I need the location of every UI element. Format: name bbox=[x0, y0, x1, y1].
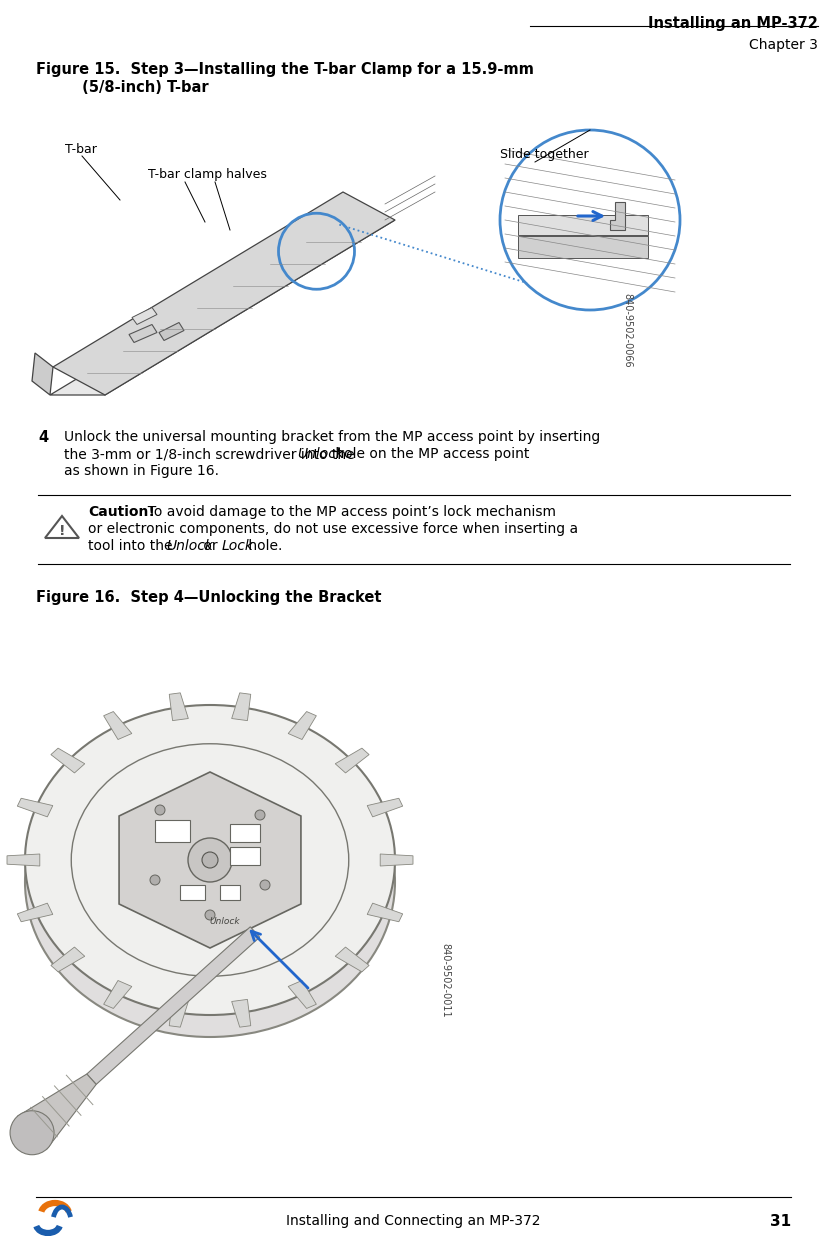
Text: Lock: Lock bbox=[222, 539, 253, 552]
Polygon shape bbox=[51, 947, 84, 971]
Circle shape bbox=[255, 810, 265, 819]
Circle shape bbox=[260, 880, 270, 890]
Text: To avoid damage to the MP access point’s lock mechanism: To avoid damage to the MP access point’s… bbox=[139, 506, 556, 519]
Polygon shape bbox=[610, 201, 625, 230]
Text: Unlock the universal mounting bracket from the MP access point by inserting: Unlock the universal mounting bracket fr… bbox=[64, 430, 600, 444]
Text: Unlock: Unlock bbox=[298, 447, 344, 461]
Polygon shape bbox=[32, 353, 53, 396]
Text: T-bar clamp halves: T-bar clamp halves bbox=[148, 168, 267, 180]
FancyBboxPatch shape bbox=[230, 847, 260, 865]
Text: Figure 16.  Step 4—Unlocking the Bracket: Figure 16. Step 4—Unlocking the Bracket bbox=[36, 590, 381, 604]
FancyBboxPatch shape bbox=[518, 197, 648, 215]
Ellipse shape bbox=[25, 727, 395, 1037]
Polygon shape bbox=[103, 712, 131, 739]
Polygon shape bbox=[17, 1074, 96, 1149]
Polygon shape bbox=[103, 980, 131, 1009]
Text: Slide together: Slide together bbox=[500, 148, 589, 161]
Text: 4: 4 bbox=[38, 430, 48, 445]
FancyBboxPatch shape bbox=[518, 236, 648, 258]
Text: Installing an MP-372: Installing an MP-372 bbox=[648, 16, 818, 31]
Polygon shape bbox=[367, 798, 403, 817]
Text: as shown in Figure 16.: as shown in Figure 16. bbox=[64, 464, 219, 478]
Polygon shape bbox=[288, 980, 317, 1009]
Polygon shape bbox=[17, 798, 53, 817]
Circle shape bbox=[202, 852, 218, 868]
FancyBboxPatch shape bbox=[180, 885, 205, 900]
Polygon shape bbox=[335, 748, 369, 772]
Text: Figure 15.  Step 3—Installing the T-bar Clamp for a 15.9-mm: Figure 15. Step 3—Installing the T-bar C… bbox=[36, 62, 534, 77]
Text: Unlock: Unlock bbox=[210, 917, 241, 927]
Circle shape bbox=[188, 838, 232, 883]
Polygon shape bbox=[380, 854, 413, 866]
Polygon shape bbox=[51, 748, 84, 772]
Text: (5/8-inch) T-bar: (5/8-inch) T-bar bbox=[36, 80, 208, 95]
Polygon shape bbox=[129, 325, 157, 342]
Text: Installing and Connecting an MP-372: Installing and Connecting an MP-372 bbox=[286, 1214, 540, 1229]
Text: the 3-mm or 1/8-inch screwdriver into the: the 3-mm or 1/8-inch screwdriver into th… bbox=[64, 447, 359, 461]
Text: tool into the: tool into the bbox=[88, 539, 177, 552]
FancyBboxPatch shape bbox=[220, 885, 240, 900]
Text: T-bar: T-bar bbox=[65, 143, 97, 156]
Ellipse shape bbox=[25, 705, 395, 1015]
Text: hole on the MP access point: hole on the MP access point bbox=[331, 447, 529, 461]
Text: Chapter 3: Chapter 3 bbox=[749, 38, 818, 52]
Polygon shape bbox=[45, 515, 79, 538]
Text: Caution!: Caution! bbox=[88, 506, 155, 519]
Circle shape bbox=[205, 910, 215, 920]
FancyBboxPatch shape bbox=[518, 215, 648, 235]
Polygon shape bbox=[232, 1000, 251, 1027]
Polygon shape bbox=[232, 693, 251, 721]
Polygon shape bbox=[53, 192, 395, 396]
Ellipse shape bbox=[10, 1111, 54, 1154]
Polygon shape bbox=[87, 927, 260, 1084]
Polygon shape bbox=[367, 904, 403, 922]
FancyBboxPatch shape bbox=[155, 819, 190, 842]
Polygon shape bbox=[335, 947, 369, 971]
Circle shape bbox=[150, 875, 160, 885]
Polygon shape bbox=[170, 1000, 189, 1027]
FancyBboxPatch shape bbox=[230, 824, 260, 842]
Polygon shape bbox=[170, 693, 189, 721]
Text: 31: 31 bbox=[770, 1214, 791, 1229]
Text: hole.: hole. bbox=[244, 539, 282, 552]
Text: 840-9502-0066: 840-9502-0066 bbox=[622, 293, 632, 367]
Polygon shape bbox=[119, 772, 301, 948]
Text: 840-9502-0011: 840-9502-0011 bbox=[440, 943, 450, 1017]
Polygon shape bbox=[159, 323, 184, 340]
Text: Unlock: Unlock bbox=[166, 539, 213, 552]
Polygon shape bbox=[132, 308, 157, 325]
Text: !: ! bbox=[59, 524, 65, 538]
Polygon shape bbox=[288, 712, 317, 739]
Text: or electronic components, do not use excessive force when inserting a: or electronic components, do not use exc… bbox=[88, 522, 578, 536]
Polygon shape bbox=[7, 854, 40, 866]
Text: or: or bbox=[199, 539, 222, 552]
Polygon shape bbox=[50, 220, 395, 396]
Polygon shape bbox=[17, 904, 53, 922]
Circle shape bbox=[155, 805, 165, 815]
